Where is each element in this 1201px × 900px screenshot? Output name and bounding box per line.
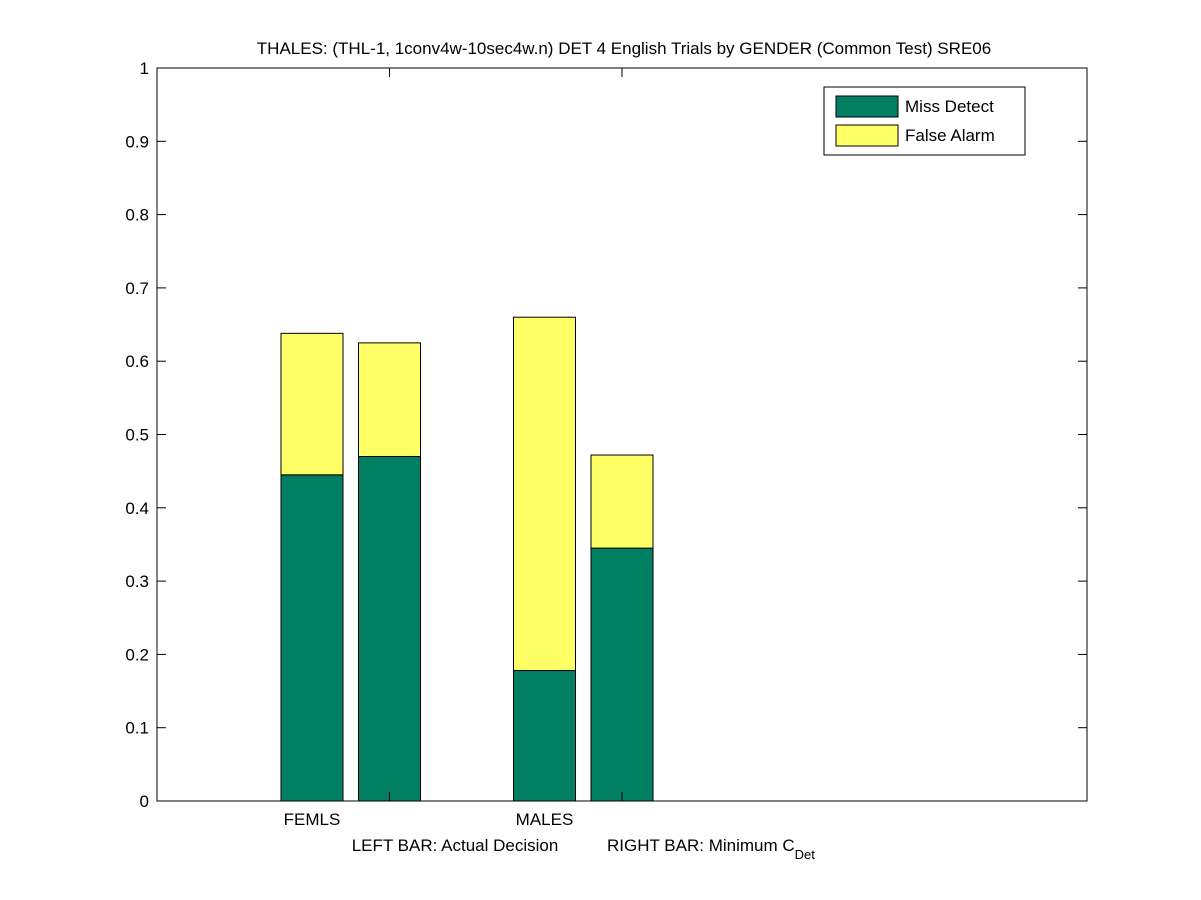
bar-males-minimum-false-alarm: [590, 454, 654, 549]
y-tick-label: 0.2: [125, 645, 149, 664]
legend-label-false-alarm: False Alarm: [905, 126, 995, 145]
x-axis-label-right-subscript: Det: [795, 847, 816, 862]
bar-males-actual-false-alarm: [513, 316, 576, 672]
y-tick-label: 0.9: [125, 132, 149, 151]
bars-group: [280, 316, 654, 802]
legend-label-miss-detect: Miss Detect: [905, 97, 994, 116]
chart-title: THALES: (THL-1, 1conv4w-10sec4w.n) DET 4…: [257, 39, 991, 58]
x-axis-label-right: RIGHT BAR: Minimum CDet: [607, 836, 815, 862]
bar-femls-actual-miss-detect: [280, 474, 344, 802]
x-axis-label-right-main: RIGHT BAR: Minimum C: [607, 836, 795, 855]
y-tick-label: 0.1: [125, 719, 149, 738]
y-tick-label: 0.3: [125, 572, 149, 591]
y-tick-label: 0.7: [125, 279, 149, 298]
y-tick-label: 0: [140, 792, 149, 811]
y-tick-label: 0.8: [125, 206, 149, 225]
x-axis-label-left: LEFT BAR: Actual Decision: [352, 836, 559, 855]
y-tick-label: 0.6: [125, 352, 149, 371]
y-tick-label: 1: [140, 59, 149, 78]
legend-swatch-false-alarm: [835, 124, 899, 147]
y-axis: 0 0.1 0.2 0.3 0.4 0.5 0.6 0.7 0.8 0.9 1: [125, 59, 1087, 811]
bar-femls-minimum-false-alarm: [358, 342, 421, 457]
bar-femls-minimum-miss-detect: [358, 455, 421, 802]
y-tick-label: 0.5: [125, 426, 149, 445]
x-category-label-femls: FEMLS: [284, 810, 341, 829]
bar-femls-actual-false-alarm: [280, 332, 344, 476]
bar-males-minimum-miss-detect: [590, 547, 654, 802]
x-axis: FEMLS MALES: [284, 68, 623, 829]
legend-swatch-miss-detect: [835, 95, 899, 118]
bar-males-actual-miss-detect: [513, 670, 576, 802]
x-category-label-males: MALES: [516, 810, 574, 829]
legend: Miss Detect False Alarm: [823, 86, 1026, 156]
y-tick-label: 0.4: [125, 499, 149, 518]
